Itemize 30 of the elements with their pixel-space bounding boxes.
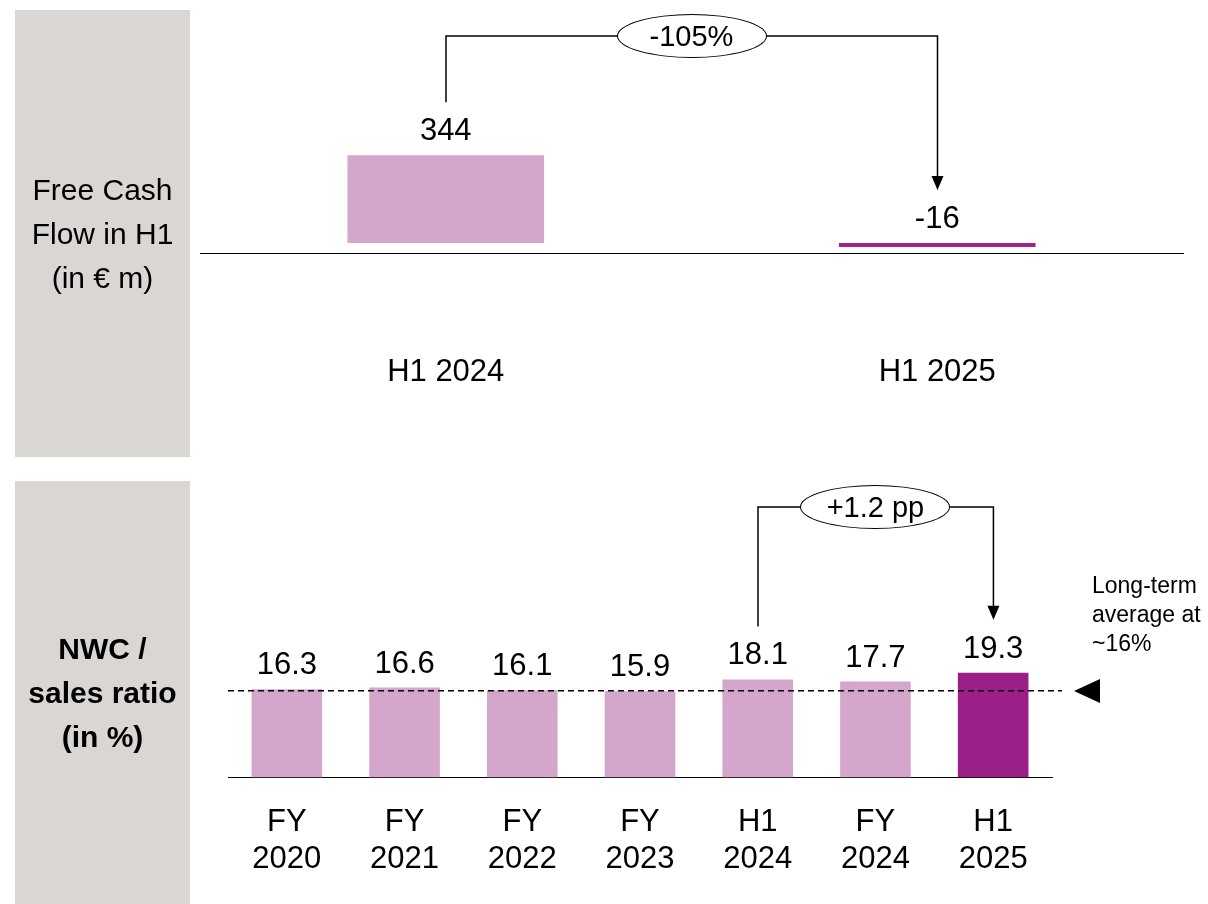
data-label: 19.3 — [962, 629, 1024, 665]
data-label: 344 — [419, 112, 472, 148]
data-label: 17.7 — [845, 638, 906, 674]
x-tick-label: FY 2022 — [487, 802, 557, 875]
data-label: 18.1 — [727, 636, 788, 672]
data-label: 16.1 — [492, 647, 553, 683]
x-tick-label: FY 2020 — [252, 802, 322, 875]
data-label: 16.3 — [256, 646, 318, 682]
y-axis-title: Free Cash Flow in H1 (in € m) — [30, 171, 175, 296]
bar — [957, 672, 1029, 778]
bar — [604, 691, 676, 778]
bar — [722, 679, 794, 778]
data-label: 15.9 — [609, 648, 671, 684]
x-tick-label: H1 2025 — [958, 802, 1028, 875]
x-tick-label: H1 2024 — [387, 352, 505, 388]
bar — [251, 689, 323, 778]
text: -105% — [616, 14, 767, 58]
text: +1.2 pp — [800, 485, 951, 529]
x-tick-label: H1 2024 — [723, 802, 793, 875]
data-label: -16 — [914, 200, 960, 236]
bar — [486, 690, 558, 778]
x-tick-label: H1 2025 — [878, 352, 996, 388]
data-label: 16.6 — [374, 644, 435, 680]
y-axis-title: NWC / sales ratio (in %) — [27, 630, 178, 755]
x-tick-label: FY 2021 — [370, 802, 440, 875]
x-tick-label: FY 2024 — [840, 802, 910, 875]
bar — [369, 687, 440, 778]
bar — [840, 681, 911, 778]
ref-line-label: Long-term average at ~16% — [1092, 570, 1202, 658]
x-tick-label: FY 2023 — [605, 802, 675, 875]
